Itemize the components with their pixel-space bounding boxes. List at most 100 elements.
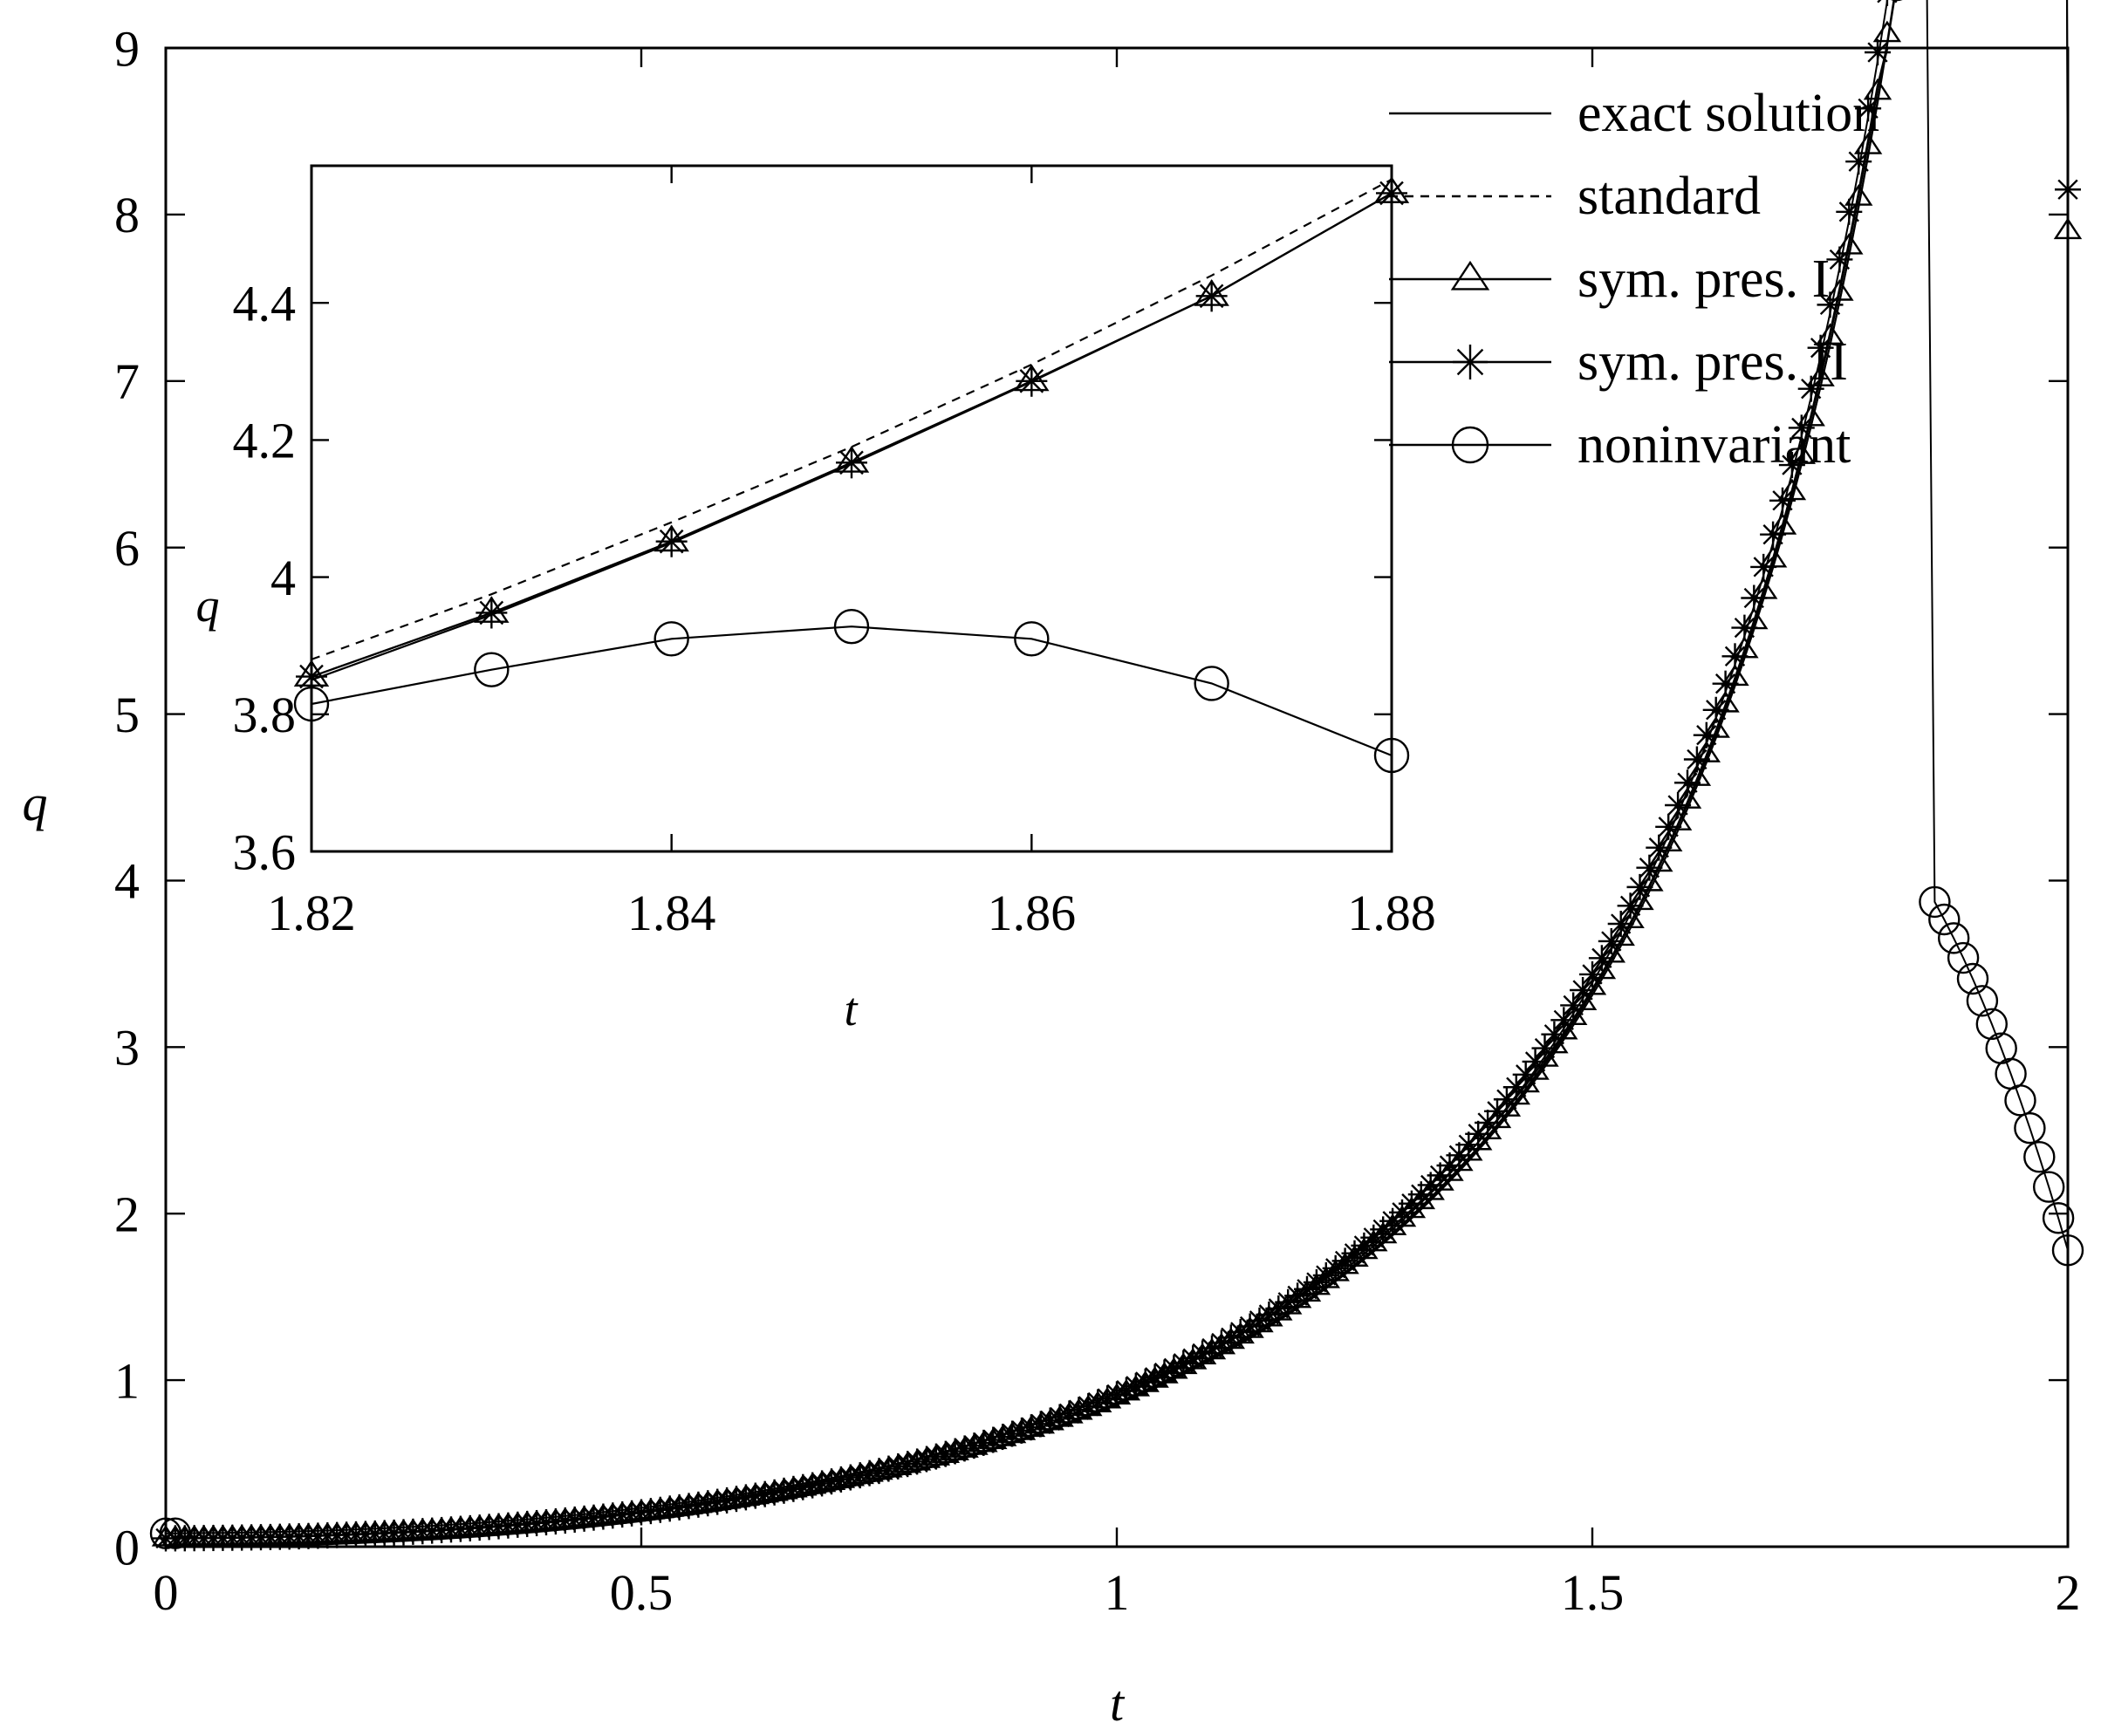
- marker-noninvariant: [1966, 985, 1999, 1017]
- main-y-tick-label: 0: [114, 1519, 140, 1575]
- legend-label: sym. pres. I: [1577, 249, 1830, 309]
- main-y-tick-label: 2: [114, 1186, 140, 1243]
- marker-sym-pres-I: [1558, 1003, 1588, 1026]
- marker-noninvariant: [2051, 1234, 2084, 1267]
- inset-x-tick-label: 1.88: [1347, 885, 1436, 941]
- marker-sym-pres-I: [1635, 869, 1664, 892]
- marker-noninvariant: [159, 1517, 192, 1549]
- legend-label: sym. pres. II: [1577, 332, 1848, 392]
- legend-marker-circle: [1451, 426, 1489, 464]
- marker-noninvariant: [2032, 1171, 2065, 1203]
- marker-sym-pres-II: [1877, 0, 1898, 6]
- marker-sym-pres-I: [1530, 1045, 1559, 1067]
- main-x-tick-label: 1.5: [1561, 1564, 1625, 1621]
- main-x-tick-label: 0: [154, 1564, 179, 1621]
- marker-noninvariant: [2004, 1084, 2036, 1117]
- marker-noninvariant: [1937, 922, 1970, 954]
- marker-sym-pres-I: [1540, 1031, 1569, 1054]
- main-y-tick-label: 5: [114, 687, 140, 743]
- inset-y-tick-label: 3.6: [233, 824, 297, 880]
- marker-noninvariant: [2023, 1140, 2056, 1173]
- marker-noninvariant: [1947, 941, 1980, 974]
- main-plot: 0 0.5 1 1.5 2 0 1 2 3 4 5 6 7 8 9 t q: [23, 0, 2084, 1732]
- inset-marker-noninvariant: [1014, 621, 1050, 657]
- inset-x-tick-label: 1.86: [988, 885, 1077, 941]
- legend-item: sym. pres. II: [1389, 332, 1848, 392]
- inset-marker-sym-pres-ii: [1195, 280, 1228, 312]
- inset-y-tick-label: 3.8: [233, 687, 297, 743]
- marker-sym-pres-I: [1597, 940, 1626, 963]
- legend-item: exact solution: [1389, 84, 1879, 143]
- marker-noninvariant: [1956, 962, 1989, 995]
- marker-sym-pres-I: [1587, 957, 1617, 980]
- legend-item: sym. pres. I: [1389, 249, 1830, 309]
- inset-marker-noninvariant: [833, 608, 870, 645]
- inset-series-noninvariant-line: [311, 625, 1393, 757]
- legend-item: standard: [1389, 167, 1761, 226]
- inset-series-group: [293, 176, 1410, 774]
- inset-marker-sym-pres-ii: [836, 447, 867, 479]
- main-y-axis: 0 1 2 3 4 5 6 7 8 9: [114, 20, 2068, 1575]
- marker-sym-pres-II: [1702, 696, 1729, 723]
- legend-label: noninvariant: [1577, 415, 1851, 475]
- marker-noninvariant: [149, 1517, 182, 1549]
- main-y-tick-label: 8: [114, 187, 140, 243]
- inset-y-tick-label: 4.2: [233, 413, 297, 469]
- inset-marker-sym-pres-ii: [296, 660, 327, 693]
- main-y-tick-label: 1: [114, 1352, 140, 1409]
- legend-label: exact solution: [1577, 84, 1879, 143]
- marker-noninvariant: [1919, 885, 1951, 919]
- inset-marker-noninvariant: [474, 652, 510, 687]
- marker-sym-pres-I: [2053, 217, 2083, 240]
- inset-y-tick-label: 4.4: [233, 276, 297, 332]
- legend-marker-star: [1453, 345, 1488, 379]
- main-x-tick-label: 1: [1105, 1564, 1130, 1621]
- marker-sym-pres-I: [1616, 906, 1645, 928]
- marker-noninvariant: [1928, 903, 1961, 936]
- main-y-axis-label: q: [23, 775, 48, 831]
- main-y-tick-label: 3: [114, 1020, 140, 1076]
- inset-x-axis-label: t: [844, 983, 859, 1035]
- main-series-group: [149, 0, 2084, 1552]
- inset-marker-sym-pres-ii: [655, 525, 688, 557]
- inset-series-standard-line: [311, 178, 1393, 660]
- series-noninvariant-line: [166, 0, 2069, 1534]
- inset-plot-frame: [310, 164, 1393, 853]
- marker-sym-pres-I: [1577, 973, 1607, 995]
- inset-marker-sym-pres-ii: [1376, 177, 1407, 209]
- marker-sym-pres-I: [1625, 888, 1654, 911]
- inset-marker-noninvariant: [1194, 666, 1229, 701]
- marker-sym-pres-I: [1653, 830, 1683, 851]
- inset-x-tick-label: 1.82: [267, 885, 356, 941]
- inset-marker-sym-pres-ii: [476, 597, 508, 629]
- legend-item: noninvariant: [1389, 415, 1851, 475]
- main-x-axis-label: t: [1110, 1675, 1126, 1732]
- marker-sym-pres-I: [1645, 850, 1673, 872]
- legend-label: standard: [1577, 167, 1761, 226]
- main-y-tick-label: 6: [114, 520, 140, 577]
- main-x-axis: 0 0.5 1 1.5 2: [154, 48, 2081, 1621]
- marker-noninvariant: [1975, 1008, 2009, 1041]
- main-y-tick-label: 7: [114, 353, 140, 410]
- inset-y-axis: 3.6 3.8 4 4.2 4.4: [233, 276, 1392, 880]
- inset-plot: 1.82 1.84 1.86 1.88 3.6 3.8 4 4.2 4.4 t q: [196, 164, 1436, 1035]
- marker-sym-pres-I: [1673, 787, 1702, 809]
- marker-sym-pres-I: [1550, 1017, 1578, 1040]
- legend: exact solution standard sym. pres. I sym. p…: [1389, 84, 1879, 475]
- inset-marker-noninvariant: [654, 621, 689, 657]
- marker-sym-pres-II: [1797, 375, 1824, 402]
- inset-y-tick-label: 4: [270, 550, 296, 606]
- marker-sym-pres-I: [1663, 809, 1693, 830]
- marker-sym-pres-I: [1606, 924, 1635, 947]
- main-y-tick-label: 4: [114, 853, 140, 910]
- marker-sym-pres-I: [1692, 741, 1721, 762]
- inset-y-axis-label: q: [196, 579, 220, 632]
- marker-sym-pres-II: [2055, 176, 2081, 203]
- legend-marker-triangle: [1450, 260, 1490, 290]
- main-y-tick-label: 9: [114, 20, 140, 77]
- main-x-tick-label: 0.5: [610, 1564, 674, 1621]
- marker-noninvariant: [2014, 1111, 2046, 1145]
- marker-sym-pres-I: [1521, 1058, 1550, 1080]
- marker-noninvariant: [2042, 1202, 2075, 1234]
